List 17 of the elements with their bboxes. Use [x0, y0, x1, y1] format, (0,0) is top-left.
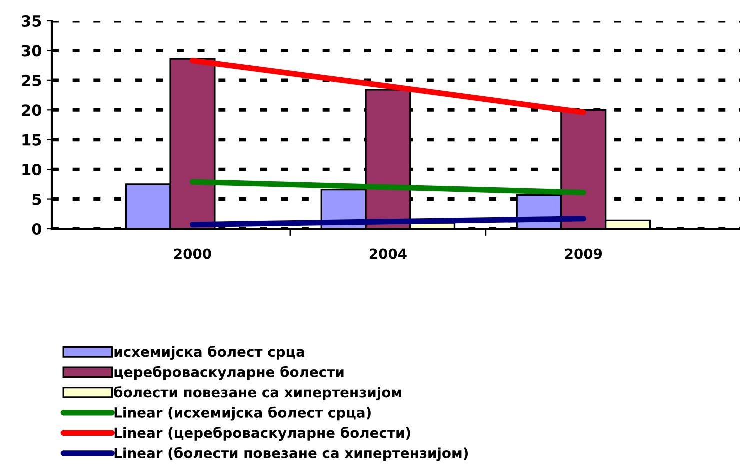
legend-label: Linear (цереброваскуларне болести) — [114, 427, 410, 442]
y-tick-label: 10 — [22, 164, 42, 176]
x-tick-label: 2000 — [174, 248, 212, 260]
y-tick-label: 15 — [22, 134, 42, 146]
y-tick-label: 35 — [22, 15, 42, 28]
y-tick-label: 5 — [32, 194, 42, 206]
y-tick-label: 25 — [22, 74, 42, 86]
legend-label: цереброваскуларне болести — [114, 366, 344, 380]
x-tick-label: 2004 — [370, 248, 407, 260]
legend-label: болести повезане са хипертензијом — [114, 386, 402, 401]
legend-label: исхемијска болест срца — [114, 346, 304, 360]
legend-label: Linear (болести повезане са хипертензијом) — [114, 447, 468, 462]
x-tick-label: 2009 — [565, 248, 602, 260]
y-tick-label: 20 — [22, 104, 42, 116]
y-tick-label: 0 — [32, 223, 42, 236]
y-tick-label: 30 — [22, 45, 42, 57]
legend-label: Linear (исхемијска болест срца) — [114, 406, 371, 421]
